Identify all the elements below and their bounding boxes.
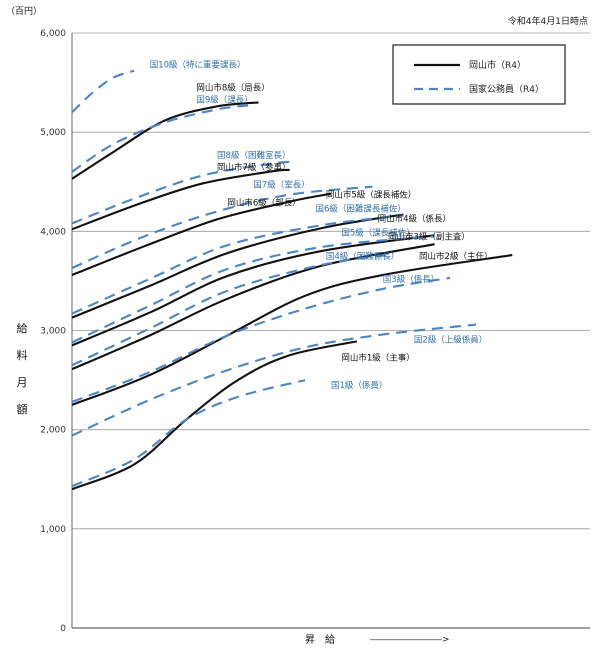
date-note: 令和4年4月1日時点: [508, 15, 588, 27]
series-annotation: 岡山市2級（主任）: [419, 251, 492, 262]
y-tick-label: 5,000: [40, 128, 66, 138]
legend-city-label: 岡山市（R4）: [469, 59, 526, 71]
series-line-0: [71, 101, 259, 180]
series-annotation: 岡山市3級（副主査）: [388, 231, 470, 242]
legend-box: [392, 44, 566, 105]
y-tick-label: 1,000: [40, 525, 66, 535]
series-line-17: [71, 379, 306, 488]
series-line-14: [71, 276, 451, 403]
legend: 岡山市（R4） 国家公務員（R4）: [392, 44, 566, 105]
y-tick-label: 2,000: [40, 426, 66, 436]
y-tick-label: 4,000: [40, 227, 66, 237]
series-annotation: 岡山市6級（部長）: [227, 198, 300, 209]
series-annotation: 岡山市1級（主事）: [341, 352, 414, 363]
series-annotation: 岡山市5級（課長補佐）: [326, 190, 416, 201]
series-line-16: [71, 340, 358, 491]
series-lines: [71, 69, 513, 491]
series-annotation: 国7級（室長）: [253, 180, 309, 191]
series-line-4: [71, 160, 290, 225]
series-line-11: [71, 243, 435, 371]
y-axis-label-char: 額: [17, 403, 28, 416]
series-line-13: [71, 254, 513, 406]
series-annotations: 国10級（特に重要課長）岡山市8級（局長）国9級（課長）国8級（困難室長）岡山市…: [150, 60, 493, 391]
series-annotation: 国5級（課長補佐）: [341, 227, 414, 238]
y-axis-label-char: 給: [17, 321, 28, 335]
y-tick-label: 0: [60, 624, 66, 634]
x-axis-arrow: ――――――――>: [370, 635, 450, 645]
series-annotation: 国6級（困難課長補佐）: [315, 204, 405, 215]
series-line-9: [71, 234, 435, 347]
series-line-10: [71, 235, 435, 344]
series-annotation: 岡山市4級（係長）: [378, 213, 451, 224]
series-annotation: 国8級（困難室長）: [217, 150, 290, 161]
series-annotation: 国3級（係長）: [383, 274, 439, 285]
series-annotation: 岡山市7級（参事）: [217, 162, 290, 173]
y-tick-label: 6,000: [40, 29, 66, 39]
series-annotation: 国9級（課長）: [196, 94, 252, 105]
y-ticks: 0 1,000 2,000 3,000 4,000 5,000 6,000: [40, 29, 66, 634]
y-axis-label-char: 月: [17, 376, 28, 389]
series-annotation: 国10級（特に重要課長）: [150, 60, 246, 71]
series-line-8: [71, 214, 404, 315]
series-line-12: [71, 253, 394, 367]
series-line-5: [71, 192, 332, 276]
unit-label: （百円）: [6, 6, 42, 17]
series-line-2: [71, 104, 249, 173]
series-line-15: [71, 323, 477, 437]
grid: [71, 32, 590, 629]
x-axis-label: 昇 給: [305, 633, 335, 646]
y-axis-label-char: 料: [17, 348, 28, 362]
series-line-1: [71, 69, 135, 114]
legend-national-label: 国家公務員（R4）: [469, 83, 544, 95]
y-tick-label: 3,000: [40, 327, 66, 337]
series-annotation: 国1級（係員）: [331, 380, 387, 391]
series-annotation: 国4級（困難係長）: [326, 251, 399, 262]
series-line-6: [71, 185, 373, 269]
series-line-3: [71, 168, 290, 231]
series-line-7: [71, 213, 404, 319]
series-annotation: 国2級（上級係員）: [414, 334, 487, 345]
series-annotation: 岡山市8級（局長）: [196, 83, 269, 94]
